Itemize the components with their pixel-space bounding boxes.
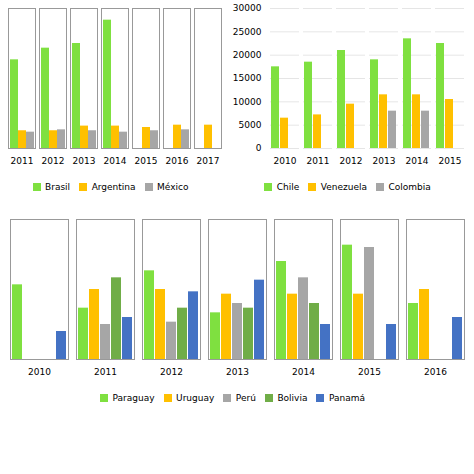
svg-text:2011: 2011: [11, 156, 34, 166]
svg-text:2011: 2011: [307, 156, 330, 166]
svg-text:2015: 2015: [439, 156, 462, 166]
svg-text:2010: 2010: [274, 156, 297, 166]
html-text:Bolivia: Bolivia: [277, 392, 308, 403]
svg-text:2013: 2013: [73, 156, 96, 166]
svg-text:15000: 15000: [233, 73, 262, 83]
html-text:Chile: Chile: [276, 181, 300, 192]
html-text:México: México: [157, 181, 189, 192]
svg-text:0: 0: [256, 143, 262, 153]
svg-text:2015: 2015: [358, 367, 381, 377]
svg-text:2014: 2014: [104, 156, 127, 166]
svg-text:2017: 2017: [197, 156, 220, 166]
html-text:Perú: Perú: [235, 392, 256, 403]
svg-text:2011: 2011: [94, 367, 117, 377]
svg-text:2016: 2016: [166, 156, 189, 166]
svg-text:2010: 2010: [28, 367, 51, 377]
svg-text:2015: 2015: [135, 156, 158, 166]
svg-text:2014: 2014: [406, 156, 429, 166]
svg-text:2014: 2014: [292, 367, 315, 377]
svg-text:10000: 10000: [233, 97, 262, 107]
html-text:Colombia: Colombia: [388, 181, 431, 192]
svg-text:25000: 25000: [233, 27, 262, 37]
html-text:Uruguay: Uruguay: [176, 392, 215, 403]
svg-text:2013: 2013: [373, 156, 396, 166]
svg-text:2012: 2012: [340, 156, 363, 166]
svg-text:30000: 30000: [233, 3, 262, 13]
svg-text:2016: 2016: [424, 367, 447, 377]
html-text:Venezuela: Venezuela: [320, 181, 367, 192]
html-text:Panamá: Panamá: [328, 392, 365, 403]
html-text:Paraguay: Paraguay: [112, 392, 155, 403]
svg-text:20000: 20000: [233, 50, 262, 60]
svg-text:2012: 2012: [160, 367, 183, 377]
html-text:Brasil: Brasil: [45, 181, 71, 192]
html-text:Argentina: Argentina: [91, 181, 136, 192]
svg-text:2012: 2012: [42, 156, 65, 166]
svg-text:2013: 2013: [226, 367, 249, 377]
svg-text:5000: 5000: [239, 120, 262, 130]
